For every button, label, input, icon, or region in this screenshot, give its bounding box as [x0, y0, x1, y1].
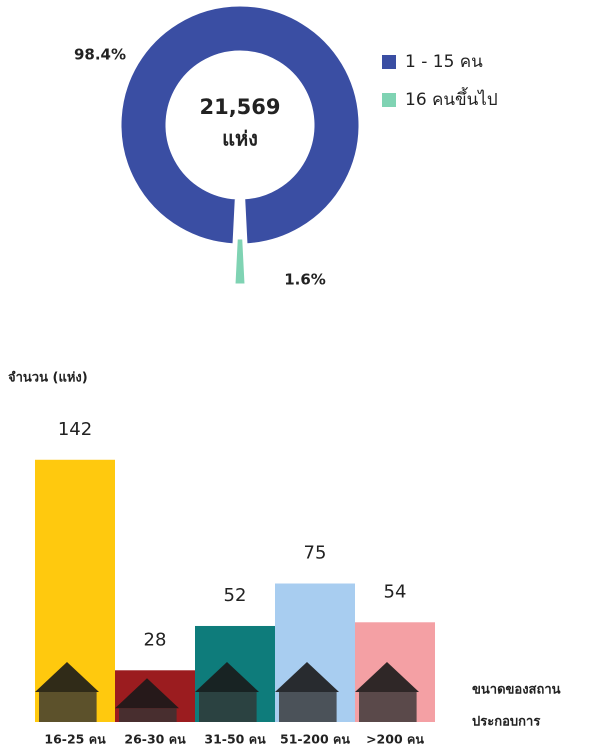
building-icon — [355, 662, 419, 692]
legend-label: 16 คนขึ้นไป — [405, 87, 498, 110]
x-tick-label: 31-50 คน — [204, 732, 266, 747]
donut-slice — [118, 3, 362, 247]
building-icon — [35, 662, 99, 692]
value-label: 75 — [304, 543, 327, 564]
building-icon — [199, 692, 257, 722]
value-label: 54 — [384, 581, 407, 602]
legend-label: 1 - 15 คน — [405, 52, 483, 72]
legend-swatch — [382, 55, 396, 69]
x-axis-label: ประกอบการ — [472, 715, 540, 730]
building-icon — [279, 692, 337, 722]
building-icon — [115, 678, 179, 709]
building-icon — [195, 662, 259, 692]
y-axis-label: จำนวน (แห่ง) — [8, 370, 88, 386]
building-icon — [359, 692, 417, 722]
value-label: 52 — [224, 585, 247, 606]
x-tick-label: 26-30 คน — [124, 732, 186, 747]
x-tick-label: >200 คน — [366, 732, 424, 747]
building-icon — [119, 708, 177, 722]
donut-slice — [232, 236, 248, 287]
value-label: 98.4% — [74, 46, 126, 64]
x-tick-label: 16-25 คน — [44, 732, 106, 747]
x-axis-label: ขนาดของสถาน — [472, 683, 561, 698]
x-tick-label: 51-200 คน — [280, 732, 350, 747]
donut-center-value: 21,569 — [199, 95, 280, 119]
building-icon — [275, 662, 339, 692]
legend-swatch — [382, 93, 396, 107]
value-label: 142 — [58, 419, 92, 440]
building-icon — [39, 692, 97, 722]
value-label: 1.6% — [284, 271, 326, 289]
value-label: 28 — [144, 629, 167, 650]
donut-center-unit: แห่ง — [222, 127, 258, 151]
